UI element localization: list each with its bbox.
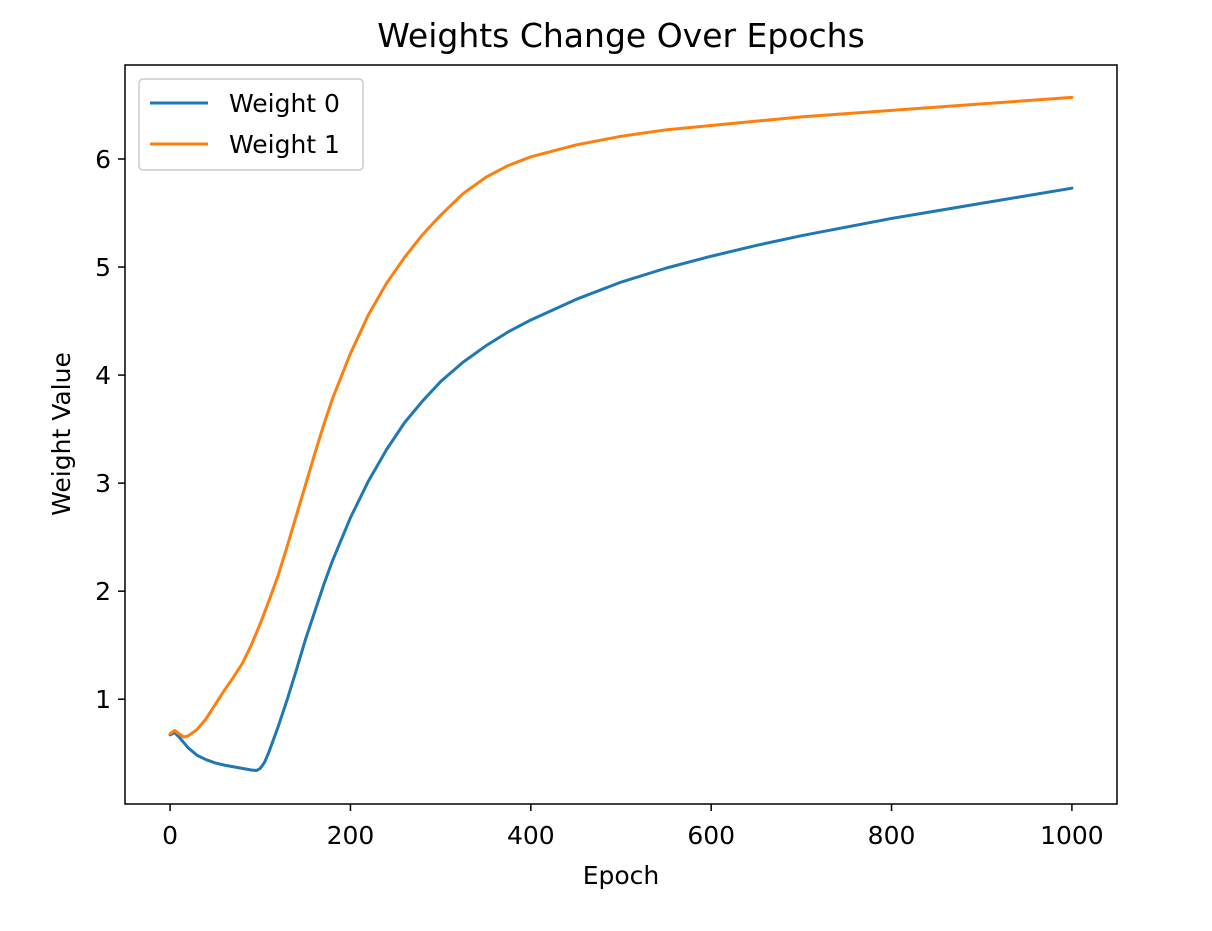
x-axis-ticks: 0 200 400 600 800 1000 [162,804,1104,850]
chart-title: Weights Change Over Epochs [377,16,865,55]
series-layer [168,95,1074,773]
y-tick-label: 4 [95,361,111,390]
x-axis-label: Epoch [583,861,660,890]
legend-label-weight-0: Weight 0 [229,89,340,118]
y-tick-label: 2 [95,577,111,606]
x-tick-label: 400 [507,821,555,850]
plot-frame [124,64,1118,805]
legend: Weight 0 Weight 1 [138,78,364,171]
x-tick-label: 1000 [1040,821,1104,850]
x-tick-label: 200 [327,821,375,850]
y-tick-label: 1 [95,685,111,714]
y-tick-label: 6 [95,145,111,174]
x-tick-label: 600 [687,821,735,850]
y-tick-label: 3 [95,469,111,498]
legend-label-weight-1: Weight 1 [229,130,340,159]
y-axis-label: Weight Value [47,352,76,516]
y-axis-ticks: 1 2 3 4 5 6 [95,145,125,714]
series-line-weight-0 [168,186,1074,773]
y-tick-label: 5 [95,253,111,282]
series-line-weight-1 [168,95,1074,739]
x-tick-label: 0 [162,821,178,850]
x-tick-label: 800 [868,821,916,850]
